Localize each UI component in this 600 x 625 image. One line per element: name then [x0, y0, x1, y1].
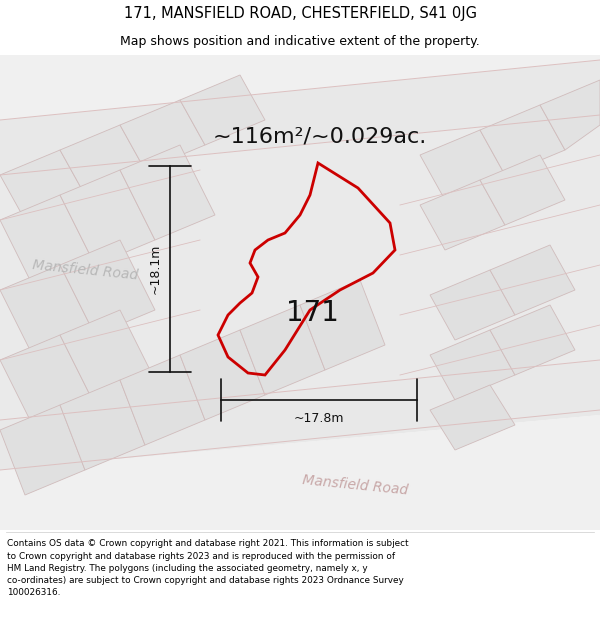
Polygon shape — [430, 385, 515, 450]
Text: ~116m²/~0.029ac.: ~116m²/~0.029ac. — [213, 127, 427, 147]
Polygon shape — [120, 100, 205, 170]
Polygon shape — [480, 105, 565, 175]
Polygon shape — [0, 115, 600, 420]
Polygon shape — [0, 195, 95, 290]
Polygon shape — [420, 180, 505, 250]
Polygon shape — [180, 75, 265, 145]
Text: 171, MANSFIELD ROAD, CHESTERFIELD, S41 0JG: 171, MANSFIELD ROAD, CHESTERFIELD, S41 0… — [124, 6, 476, 21]
Text: Map shows position and indicative extent of the property.: Map shows position and indicative extent… — [120, 35, 480, 48]
Polygon shape — [0, 55, 600, 120]
Polygon shape — [0, 60, 600, 175]
Text: 171: 171 — [286, 299, 338, 327]
Text: ~18.1m: ~18.1m — [149, 244, 162, 294]
Polygon shape — [180, 330, 265, 420]
Polygon shape — [490, 245, 575, 315]
Polygon shape — [490, 305, 575, 375]
Polygon shape — [0, 150, 85, 220]
Polygon shape — [240, 305, 325, 395]
Text: ~17.8m: ~17.8m — [294, 412, 344, 425]
Polygon shape — [0, 265, 95, 360]
Text: Mansfield Road: Mansfield Road — [302, 472, 409, 498]
Polygon shape — [0, 335, 95, 430]
Polygon shape — [60, 380, 145, 470]
Polygon shape — [60, 310, 155, 405]
Polygon shape — [0, 405, 85, 495]
Polygon shape — [430, 330, 515, 400]
Text: Mansfield Road: Mansfield Road — [32, 258, 139, 282]
Polygon shape — [420, 130, 505, 200]
Polygon shape — [480, 155, 565, 225]
Text: Contains OS data © Crown copyright and database right 2021. This information is : Contains OS data © Crown copyright and d… — [7, 539, 409, 597]
Polygon shape — [430, 270, 515, 340]
Polygon shape — [120, 145, 215, 240]
Polygon shape — [60, 125, 145, 195]
Polygon shape — [0, 360, 600, 470]
Polygon shape — [120, 355, 205, 445]
Polygon shape — [300, 280, 385, 370]
Polygon shape — [540, 80, 600, 150]
Polygon shape — [60, 170, 155, 265]
Polygon shape — [60, 240, 155, 335]
Polygon shape — [0, 415, 600, 530]
